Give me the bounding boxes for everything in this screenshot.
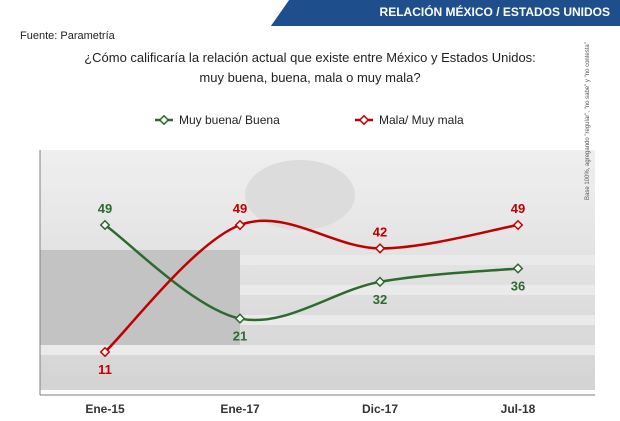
series-line-0 (104, 223, 519, 322)
banner-title: RELACIÓN MÉXICO / ESTADOS UNIDOS (379, 5, 610, 19)
data-point-0-2 (374, 276, 386, 288)
data-point-1-3 (512, 219, 524, 231)
chart-data-labels: 49 21 32 36 11 49 42 49 (98, 201, 525, 377)
data-point-1-2 (374, 243, 386, 254)
x-tick-label-0: Ene-15 (85, 402, 125, 416)
data-label-0-0: 49 (98, 201, 112, 216)
chart-points (99, 219, 524, 358)
question-line-1: ¿Cómo calificaría la relación actual que… (84, 50, 536, 65)
x-tick-label-2: Dic-17 (362, 402, 398, 416)
data-point-0-3 (512, 263, 524, 274)
legend-swatch-marker-1 (358, 114, 370, 126)
data-label-0-1: 21 (233, 329, 247, 344)
chart-legend: Muy buena/ Buena Mala/ Muy mala (155, 113, 464, 127)
side-note: Base 100%, agregando "regular", "no sabe… (585, 42, 591, 200)
chart-tick-labels: Ene-15 Ene-17 Dic-17 Jul-18 (85, 402, 535, 416)
legend-swatch-marker-0 (158, 114, 170, 126)
series-line-1 (104, 219, 519, 353)
chart-series-lines (104, 219, 519, 353)
data-label-1-0: 11 (98, 362, 112, 377)
question-line-2: muy buena, buena, mala o muy mala? (199, 70, 421, 85)
data-label-0-3: 36 (511, 278, 525, 293)
flag-background (40, 150, 595, 390)
x-tick-label-1: Ene-17 (220, 402, 260, 416)
question-text: ¿Cómo calificaría la relación actual que… (60, 48, 560, 88)
data-label-1-3: 49 (511, 201, 525, 216)
data-point-0-0 (99, 219, 111, 231)
data-point-1-1 (234, 219, 246, 231)
data-label-1-1: 49 (233, 201, 247, 216)
data-label-0-2: 32 (373, 292, 387, 307)
source-label: Fuente: Parametría (20, 30, 115, 42)
data-point-0-1 (234, 313, 246, 324)
header-banner: RELACIÓN MÉXICO / ESTADOS UNIDOS (300, 0, 620, 26)
data-label-1-2: 42 (373, 224, 387, 239)
legend-label-1: Mala/ Muy mala (379, 113, 464, 127)
legend-label-0: Muy buena/ Buena (179, 113, 280, 127)
chart-axes (39, 150, 595, 396)
data-point-1-0 (99, 346, 111, 358)
x-tick-label-3: Jul-18 (501, 402, 536, 416)
